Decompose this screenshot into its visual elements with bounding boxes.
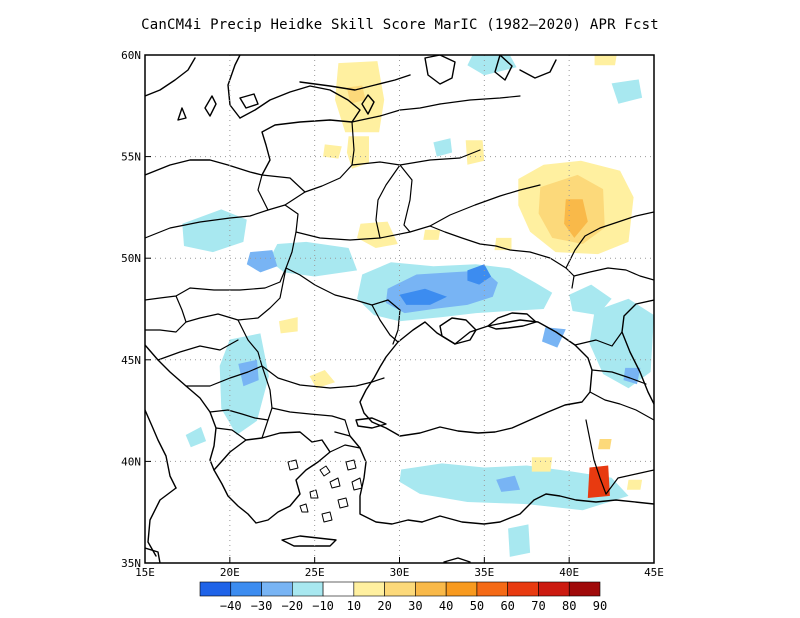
skill-anomaly-patch bbox=[569, 284, 612, 316]
skill-anomaly-patch bbox=[399, 288, 447, 305]
skill-anomaly-patch bbox=[309, 370, 335, 389]
y-tick-label: 60N bbox=[121, 49, 141, 62]
skill-anomaly-patch bbox=[508, 524, 531, 557]
x-tick-label: 20E bbox=[220, 566, 240, 579]
colorbar-swatch bbox=[415, 581, 447, 597]
colorbar-label: −40 bbox=[220, 599, 242, 613]
gotland bbox=[204, 95, 217, 117]
colorbar-swatch bbox=[568, 581, 601, 597]
skill-anomaly-patch bbox=[185, 426, 207, 448]
x-tick-label: 15E bbox=[135, 566, 155, 579]
colorbar-swatch bbox=[261, 581, 293, 597]
skill-anomaly-patch bbox=[531, 457, 553, 472]
map-title: CanCM4i Precip Heidke Skill Score MarIC … bbox=[141, 17, 659, 33]
y-tick-label: 50N bbox=[121, 252, 141, 265]
colorbar-swatch bbox=[507, 581, 539, 597]
skill-anomaly-patch bbox=[238, 359, 259, 387]
colorbar-label: 90 bbox=[593, 599, 607, 613]
colorbar-label: 60 bbox=[500, 599, 514, 613]
crimea-outline bbox=[439, 317, 477, 345]
skill-anomaly-patch bbox=[467, 55, 517, 76]
italy-coast bbox=[145, 409, 177, 489]
colorbar-swatch bbox=[199, 581, 232, 597]
skill-anomaly-patch bbox=[423, 229, 441, 240]
colorbar-label: 70 bbox=[531, 599, 545, 613]
axis-ticks: 15E 20E 25E 30E 35E 40E 45E 35N 40N 45N 50N 55N 60N bbox=[121, 49, 664, 579]
country-borders bbox=[145, 95, 654, 495]
caspian-coastline bbox=[621, 299, 654, 405]
skill-anomaly-patch bbox=[433, 138, 453, 157]
colorbar-label: −30 bbox=[251, 599, 273, 613]
turkey-aegean-coast bbox=[334, 431, 423, 525]
skill-anomaly-patch bbox=[611, 79, 643, 104]
baltic-coastline bbox=[145, 85, 361, 176]
skill-anomaly-patch bbox=[467, 264, 492, 285]
coastlines-and-borders bbox=[145, 55, 654, 563]
colorbar-label: 40 bbox=[439, 599, 453, 613]
finland-coast bbox=[299, 74, 411, 91]
sweden-coast bbox=[145, 57, 196, 97]
skill-anomaly-patch bbox=[626, 479, 643, 490]
colorbar-swatch bbox=[445, 581, 478, 597]
sicily bbox=[145, 547, 161, 563]
x-tick-label: 30E bbox=[390, 566, 410, 579]
sea-of-azov-coastline bbox=[487, 312, 537, 330]
y-tick-label: 55N bbox=[121, 151, 141, 164]
adriatic-east-coast bbox=[145, 344, 217, 471]
skill-anomaly-patch bbox=[598, 439, 612, 450]
skill-anomaly-patch bbox=[496, 475, 520, 492]
x-tick-label: 35E bbox=[474, 566, 494, 579]
skill-shading-layer bbox=[182, 55, 654, 557]
skill-anomaly-patch bbox=[323, 144, 342, 159]
y-tick-label: 40N bbox=[121, 455, 141, 468]
oland bbox=[177, 107, 187, 121]
lake-peipus bbox=[361, 94, 375, 115]
skill-anomaly-patch bbox=[182, 209, 247, 253]
gulf-of-finland-coast bbox=[227, 55, 241, 119]
italy-heel bbox=[147, 487, 177, 557]
colorbar: −40 −30 −20 −10 10 20 30 40 50 60 70 80 90 bbox=[199, 581, 607, 613]
colorbar-label: −20 bbox=[281, 599, 303, 613]
y-tick-label: 35N bbox=[121, 557, 141, 570]
white-sea-coast bbox=[519, 59, 557, 79]
turkey-south-coast bbox=[421, 493, 654, 525]
skill-anomaly-patch bbox=[357, 221, 398, 248]
colorbar-label: 30 bbox=[408, 599, 422, 613]
colorbar-swatch bbox=[353, 581, 385, 597]
lake-onega bbox=[494, 55, 513, 81]
marmara bbox=[355, 417, 387, 429]
x-tick-label: 40E bbox=[559, 566, 579, 579]
colorbar-label: 80 bbox=[562, 599, 576, 613]
x-tick-label: 45E bbox=[644, 566, 664, 579]
aegean-islands bbox=[287, 459, 363, 523]
saaremaa bbox=[239, 93, 259, 109]
greece-coast bbox=[213, 431, 331, 524]
skill-anomaly-patch bbox=[594, 55, 617, 66]
colorbar-label: 20 bbox=[377, 599, 391, 613]
colorbar-swatch bbox=[384, 581, 416, 597]
colorbar-swatch bbox=[538, 581, 570, 597]
y-tick-label: 45N bbox=[121, 354, 141, 367]
colorbar-swatch bbox=[292, 581, 324, 597]
x-tick-label: 25E bbox=[305, 566, 325, 579]
cyprus bbox=[443, 557, 471, 563]
skill-anomaly-patch bbox=[564, 199, 588, 238]
lake-ladoga bbox=[424, 55, 456, 85]
colorbar-swatch bbox=[230, 581, 262, 597]
colorbar-label: 50 bbox=[470, 599, 484, 613]
skill-anomaly-patch bbox=[589, 298, 654, 389]
skill-anomaly-patch bbox=[542, 327, 566, 348]
colorbar-swatch bbox=[322, 581, 355, 597]
colorbar-label: −10 bbox=[312, 599, 334, 613]
skill-anomaly-patch bbox=[268, 241, 358, 277]
colorbar-label: 10 bbox=[347, 599, 361, 613]
colorbar-swatch bbox=[476, 581, 508, 597]
skill-anomaly-patch bbox=[279, 317, 298, 334]
crete bbox=[281, 535, 337, 547]
skill-anomaly-patch bbox=[246, 250, 278, 273]
